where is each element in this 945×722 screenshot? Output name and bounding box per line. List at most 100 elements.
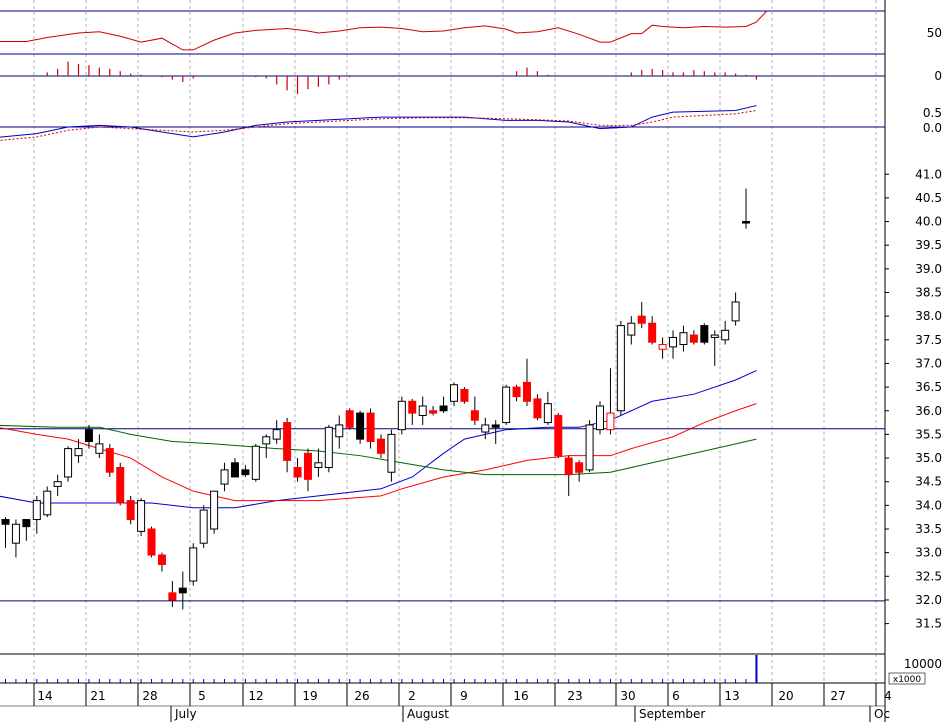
candle-body bbox=[210, 490, 219, 530]
candle-body bbox=[356, 412, 365, 440]
candle-body bbox=[439, 405, 448, 412]
candle-body bbox=[262, 436, 271, 445]
candle-body bbox=[376, 438, 385, 454]
candle-body bbox=[533, 398, 542, 419]
candle-body bbox=[700, 325, 709, 343]
candle-body bbox=[658, 344, 667, 350]
candle-body bbox=[272, 429, 281, 440]
candle-body bbox=[116, 467, 125, 504]
moving-average-line bbox=[0, 424, 757, 476]
candle-body bbox=[429, 410, 438, 414]
candle-body bbox=[512, 386, 521, 398]
price-tick-label: 40.5 bbox=[915, 191, 942, 205]
candle-body bbox=[669, 336, 678, 348]
candle-body bbox=[324, 426, 333, 469]
candle-body bbox=[314, 462, 323, 469]
axis-labels: 41.040.540.039.539.038.538.037.537.036.5… bbox=[0, 26, 942, 722]
candle-body bbox=[523, 381, 531, 402]
price-tick-label: 40.0 bbox=[915, 215, 942, 229]
candle-body bbox=[64, 448, 73, 478]
x-day-label: 30 bbox=[620, 689, 635, 703]
x-day-label: 2 bbox=[408, 689, 416, 703]
candle-body bbox=[126, 500, 135, 521]
candle-body bbox=[178, 587, 187, 594]
macd-tick-label: 0.0 bbox=[923, 121, 942, 135]
candle-body bbox=[345, 410, 354, 428]
volume-bar bbox=[755, 655, 758, 683]
candle-body bbox=[387, 433, 396, 473]
macd-panel bbox=[0, 105, 757, 141]
histogram-panel bbox=[46, 61, 758, 94]
candle-body bbox=[95, 443, 104, 454]
candle-body bbox=[585, 424, 594, 471]
price-tick-label: 33.0 bbox=[915, 546, 942, 560]
x-month-label: July bbox=[174, 707, 197, 721]
candle-body bbox=[554, 414, 563, 457]
candle-body bbox=[22, 519, 31, 528]
candle-body bbox=[105, 448, 114, 473]
candle-body bbox=[449, 384, 458, 402]
candle-body bbox=[32, 500, 41, 521]
candle-body bbox=[481, 424, 490, 433]
volume-panel bbox=[5, 655, 758, 683]
candle-body bbox=[230, 462, 239, 478]
candle-body bbox=[168, 592, 177, 601]
price-tick-label: 32.0 bbox=[915, 593, 942, 607]
candle-body bbox=[502, 386, 511, 424]
candle-body bbox=[199, 509, 208, 544]
candle-body bbox=[606, 412, 615, 431]
candle-body bbox=[679, 332, 688, 346]
x-day-label: 19 bbox=[302, 689, 317, 703]
candle-body bbox=[1, 519, 10, 525]
candle-body bbox=[731, 301, 740, 322]
candlesticks bbox=[1, 188, 751, 610]
candle-body bbox=[241, 469, 250, 476]
price-tick-label: 36.0 bbox=[915, 404, 942, 418]
moving-average-line bbox=[0, 403, 757, 502]
x-day-label: 9 bbox=[460, 689, 468, 703]
candle-body bbox=[616, 325, 625, 412]
candle-body bbox=[147, 528, 156, 556]
candle-body bbox=[53, 481, 62, 487]
candle-body bbox=[293, 467, 302, 478]
x-day-label: 28 bbox=[142, 689, 157, 703]
price-tick-label: 38.5 bbox=[915, 286, 942, 300]
candle-body bbox=[721, 329, 730, 341]
candle-body bbox=[189, 547, 198, 582]
x-day-label: 27 bbox=[830, 689, 845, 703]
oscillator-tick-label: 50 bbox=[927, 26, 942, 40]
candle-body bbox=[710, 334, 719, 338]
price-tick-label: 31.5 bbox=[915, 617, 942, 631]
candle-body bbox=[648, 322, 657, 343]
price-tick-label: 34.5 bbox=[915, 475, 942, 489]
x-day-label: 16 bbox=[513, 689, 528, 703]
macd-line bbox=[0, 110, 757, 141]
vertical-grid bbox=[33, 0, 877, 683]
candle-body bbox=[564, 457, 573, 476]
x-day-label: 21 bbox=[90, 689, 105, 703]
price-tick-label: 38.0 bbox=[915, 309, 942, 323]
price-tick-label: 33.5 bbox=[915, 522, 942, 536]
x-day-label: 14 bbox=[37, 689, 52, 703]
candle-body bbox=[742, 221, 751, 224]
x-day-label: 13 bbox=[724, 689, 739, 703]
price-tick-label: 36.5 bbox=[915, 380, 942, 394]
candle-body bbox=[408, 400, 417, 414]
candle-body bbox=[303, 452, 312, 480]
panel-frames bbox=[0, 0, 886, 722]
candle-body bbox=[575, 462, 584, 473]
price-tick-label: 35.0 bbox=[915, 451, 942, 465]
candle-body bbox=[418, 405, 427, 416]
x-month-label: August bbox=[407, 707, 449, 721]
price-tick-label: 37.5 bbox=[915, 333, 942, 347]
candle-body bbox=[11, 523, 20, 544]
candle-body bbox=[251, 445, 260, 480]
candle-body bbox=[470, 410, 479, 421]
candle-body bbox=[627, 322, 636, 336]
candle-body bbox=[543, 403, 552, 424]
candle-body bbox=[335, 424, 344, 438]
volume-multiplier-box bbox=[888, 672, 926, 685]
candle-body bbox=[366, 412, 375, 442]
candle-body bbox=[157, 554, 166, 565]
x-day-label: 23 bbox=[567, 689, 582, 703]
